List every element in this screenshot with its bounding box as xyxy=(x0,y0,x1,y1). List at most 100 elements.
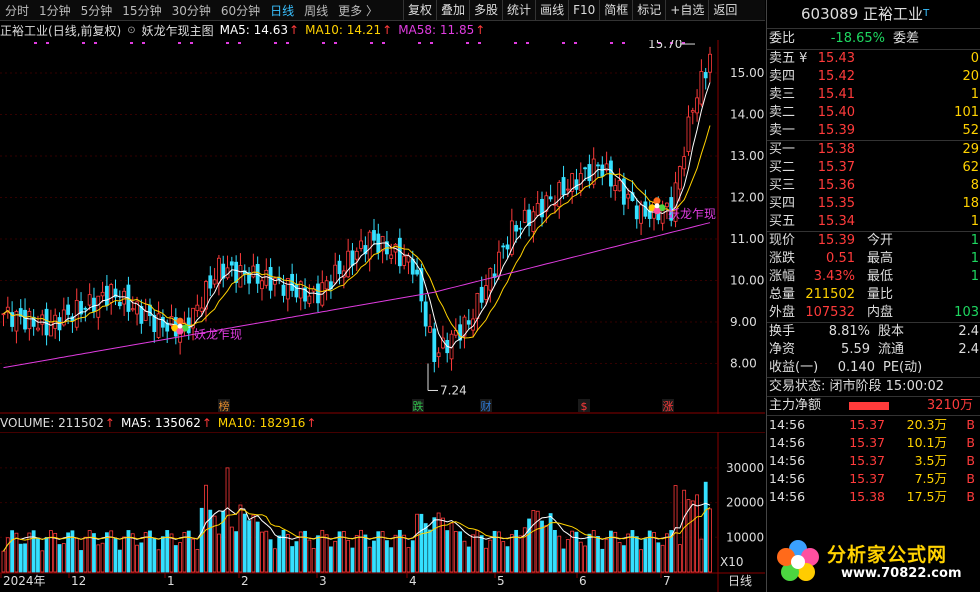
trade-status: 交易状态: 闭市阶段 15:00:02 xyxy=(769,379,945,394)
candle xyxy=(117,301,122,307)
bid-price: 15.35 xyxy=(817,196,855,211)
t-badge-icon[interactable]: T xyxy=(923,8,930,19)
volume-bar xyxy=(367,546,372,573)
stat-row: 换手 8.81% 股本 2.4 xyxy=(767,323,980,341)
candle xyxy=(216,257,221,284)
ask-row: 卖四 15.42 20 xyxy=(767,68,980,86)
volume-bar xyxy=(380,531,385,573)
tick-row: 14:56 15.37 7.5万 B xyxy=(767,470,980,488)
up-arrow-icon: ↑ xyxy=(306,416,317,430)
candle xyxy=(66,304,71,315)
period-tab[interactable]: 5分钟 xyxy=(80,3,113,18)
quote-stats: 现价 15.39 今开 1 涨跌 0.51 最高 1 涨幅 3.43% 最低 1 总量 211502 量比外… xyxy=(767,232,980,322)
weibi-row: 委比 -18.65% 委差 xyxy=(767,29,980,50)
stat-label: 净资 xyxy=(769,342,796,357)
flower-logo-icon xyxy=(777,540,819,581)
simple-frame-button[interactable]: 简框 xyxy=(599,0,632,20)
up-arrow-icon: ↑ xyxy=(289,23,300,37)
stat-value: 211502 xyxy=(805,287,855,302)
volume-bar xyxy=(61,543,66,573)
bid-label: 买三 xyxy=(769,178,796,193)
kline-chart[interactable]: 15.00 14.00 13.00 12.00 11.00 10.00 9.00 8.00 15… xyxy=(0,40,765,414)
volume-bar xyxy=(359,529,363,573)
period-tab[interactable]: 30分钟 xyxy=(171,3,211,18)
period-tab[interactable]: 60分钟 xyxy=(220,3,261,18)
volume-bar xyxy=(574,531,579,573)
ma5-value: MA5: 14.63 xyxy=(219,23,289,37)
volume-bar xyxy=(385,540,389,573)
ask-row: 卖三 15.41 1 xyxy=(767,86,980,104)
candle xyxy=(548,196,553,200)
tick-volume: 20.3万 xyxy=(906,417,947,432)
f10-button[interactable]: F10 xyxy=(568,0,599,20)
volume-bar xyxy=(669,530,674,573)
volume-bar xyxy=(329,546,333,573)
volume-bar xyxy=(216,533,221,573)
add-watchlist-button[interactable]: +自选 xyxy=(665,0,708,20)
quote-stats-2: 换手 8.81% 股本 2.4 净资 5.59 流通 2.4 收益(一) 0.140 PE(动) xyxy=(767,323,980,377)
indicator-dropdown-icon[interactable]: ⊙ xyxy=(127,24,136,36)
stat-row: 外盘 107532 内盘 103 xyxy=(767,304,980,322)
volume-bar xyxy=(583,545,587,573)
candle xyxy=(527,209,531,226)
stat-value: 0.51 xyxy=(826,251,855,266)
period-tab-daily[interactable]: 日线 xyxy=(270,3,295,18)
candle xyxy=(285,277,290,300)
volume-bar xyxy=(621,545,626,573)
ma58-line xyxy=(3,222,711,369)
mark-button[interactable]: 标记 xyxy=(632,0,665,20)
volume-bar xyxy=(122,536,127,573)
ask-label: 卖四 xyxy=(769,69,796,84)
banner[interactable]: 分析家公式网 www.70822.com xyxy=(769,534,979,590)
bid-label: 买五 xyxy=(769,214,796,229)
period-tab[interactable]: 15分钟 xyxy=(122,3,162,18)
main-flow-row: 主力净额 3210万 xyxy=(767,397,980,415)
stat-value: 3.43% xyxy=(813,269,855,284)
period-more[interactable]: 更多 〉 xyxy=(338,3,378,18)
candle xyxy=(669,197,674,221)
event-marker: 榜 xyxy=(218,399,230,413)
stat-value: 15.39 xyxy=(817,233,855,248)
candle xyxy=(96,295,101,318)
overlay-button[interactable]: 叠加 xyxy=(436,0,469,20)
volume-bar xyxy=(695,494,699,573)
volume-bar xyxy=(70,530,75,573)
bid-label: 买二 xyxy=(769,160,796,175)
candle xyxy=(18,308,23,317)
volume-bar xyxy=(518,535,523,573)
period-tab[interactable]: 周线 xyxy=(304,3,329,18)
banner-title: 分析家公式网 xyxy=(827,544,948,566)
weibi-value: -18.65% xyxy=(830,31,885,46)
ask-book: 卖五 ¥ 15.43 0 卖四 15.42 20 卖三 15.41 1 卖二 15.40 101 卖一 1… xyxy=(767,50,980,140)
ma10-line xyxy=(3,125,711,339)
ask-qty: 52 xyxy=(962,123,979,138)
tick-price: 15.38 xyxy=(849,489,885,504)
candle xyxy=(475,293,480,320)
tick-row: 14:56 15.38 17.5万 B xyxy=(767,488,980,506)
high-annotation: 15.70 xyxy=(648,40,682,51)
draw-line-button[interactable]: 画线 xyxy=(535,0,568,20)
ma10-value: MA10: 14.21 xyxy=(305,23,382,37)
indicator-name[interactable]: 妖龙乍现主图 xyxy=(141,23,214,38)
back-button[interactable]: 返回 xyxy=(708,0,741,20)
ask-price: 15.39 xyxy=(817,123,855,138)
volume-bar xyxy=(40,550,45,573)
candle xyxy=(10,312,15,327)
candle xyxy=(303,287,307,302)
multi-stock-button[interactable]: 多股 xyxy=(469,0,502,20)
fuquan-button[interactable]: 复权 xyxy=(403,0,436,20)
volume-bar xyxy=(527,518,531,573)
volume-bar xyxy=(113,538,118,573)
stats-button[interactable]: 统计 xyxy=(502,0,535,20)
stat-label: 股本 xyxy=(878,324,905,339)
volume-bar xyxy=(397,529,402,573)
volume-bar xyxy=(130,533,135,573)
stat-label: 外盘 xyxy=(769,305,796,320)
period-tab[interactable]: 1分钟 xyxy=(39,3,71,18)
period-tab[interactable]: 分时 xyxy=(5,3,30,18)
volume-bar xyxy=(100,542,105,573)
chart-mode[interactable]: (日线,前复权) xyxy=(48,23,122,38)
ask-price: 15.40 xyxy=(817,105,855,120)
bid-row: 买三 15.36 8 xyxy=(767,177,980,195)
